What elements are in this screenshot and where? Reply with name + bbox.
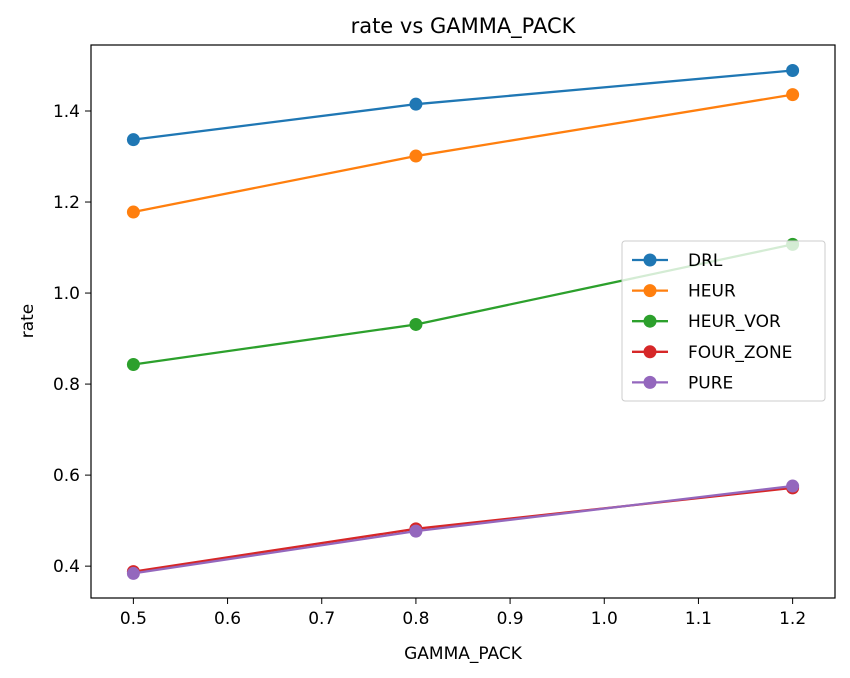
legend-label: DRL	[688, 251, 723, 271]
legend-marker	[643, 375, 657, 389]
data-point	[126, 566, 140, 580]
legend-marker	[643, 253, 657, 267]
legend-label: HEUR_VOR	[688, 312, 781, 332]
data-point	[409, 97, 423, 111]
legend-label: HEUR	[688, 282, 736, 302]
legend-item: HEUR	[632, 282, 736, 302]
series-heur	[126, 88, 800, 219]
y-tick-label: 0.8	[53, 375, 80, 395]
y-tick-label: 0.6	[53, 466, 80, 486]
x-tick-label: 0.5	[120, 609, 147, 629]
y-axis: 0.4 0.6 0.8 1.0 1.2 1.4	[53, 102, 91, 577]
legend-item: DRL	[632, 251, 723, 271]
x-axis-label: GAMMA_PACK	[404, 644, 523, 664]
legend-box	[621, 240, 826, 402]
x-axis: 0.5 0.6 0.7 0.8 0.9 1.0 1.1 1.2	[120, 598, 806, 629]
series-drl	[126, 63, 800, 147]
legend-marker	[643, 345, 657, 359]
data-point	[786, 88, 800, 102]
y-axis-label: rate	[18, 304, 38, 339]
x-tick-label: 0.9	[497, 609, 524, 629]
data-point	[786, 479, 800, 493]
data-point	[409, 317, 423, 331]
plot-area	[126, 63, 800, 580]
legend-marker	[643, 314, 657, 328]
x-tick-label: 0.6	[214, 609, 241, 629]
data-point	[126, 358, 140, 372]
y-tick-label: 1.0	[53, 284, 80, 304]
chart-title: rate vs GAMMA_PACK	[351, 14, 577, 39]
x-tick-label: 1.2	[779, 609, 806, 629]
data-point	[126, 133, 140, 147]
legend-label: PURE	[688, 373, 733, 393]
data-point	[126, 205, 140, 219]
series-pure	[126, 479, 800, 580]
y-tick-label: 0.4	[53, 557, 80, 577]
x-tick-label: 0.8	[402, 609, 429, 629]
data-point	[409, 524, 423, 538]
data-point	[786, 63, 800, 77]
x-tick-label: 0.7	[308, 609, 335, 629]
legend: DRL HEUR HEUR_VOR FOUR_ZONE PURE	[621, 240, 826, 402]
legend-item: HEUR_VOR	[632, 312, 781, 332]
legend-marker	[643, 284, 657, 298]
legend-item: FOUR_ZONE	[632, 343, 792, 363]
y-tick-label: 1.2	[53, 193, 80, 213]
data-point	[409, 149, 423, 163]
y-tick-label: 1.4	[53, 102, 80, 122]
x-tick-label: 1.0	[591, 609, 618, 629]
axes-frame	[90, 44, 836, 599]
legend-item: PURE	[632, 373, 733, 393]
legend-label: FOUR_ZONE	[688, 343, 792, 363]
x-tick-label: 1.1	[685, 609, 712, 629]
